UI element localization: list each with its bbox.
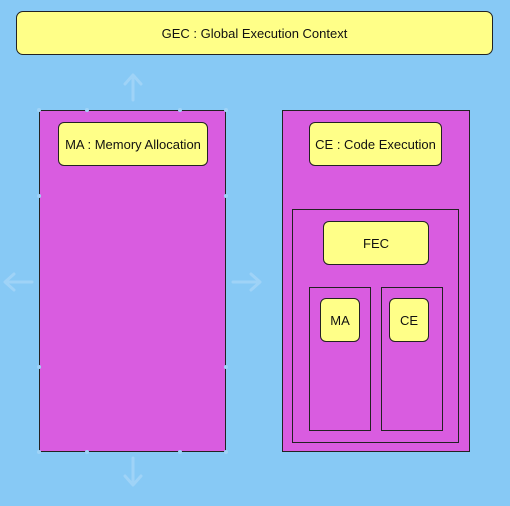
gec-box[interactable]: GEC : Global Execution Context [16,11,493,55]
fec-code-box[interactable]: CE [389,298,429,342]
memory-allocation-box[interactable]: MA : Memory Allocation [58,122,208,166]
memory-allocation-label: MA : Memory Allocation [65,136,201,152]
code-execution-label: CE : Code Execution [315,136,436,152]
fec-memory-box[interactable]: MA [320,298,360,342]
resize-arrow-left-icon[interactable] [3,272,34,292]
resize-arrow-up-icon[interactable] [123,73,143,102]
code-execution-box[interactable]: CE : Code Execution [309,122,442,166]
resize-handle-points[interactable] [37,108,228,454]
resize-arrow-right-icon[interactable] [231,272,262,292]
fec-memory-label: MA [330,312,350,328]
fec-code-label: CE [399,312,419,328]
memory-allocation-column[interactable] [39,110,226,452]
gec-label: GEC : Global Execution Context [161,25,348,41]
fec-box[interactable]: FEC [323,221,429,265]
resize-arrow-down-icon[interactable] [123,456,143,487]
fec-label: FEC [363,235,389,251]
